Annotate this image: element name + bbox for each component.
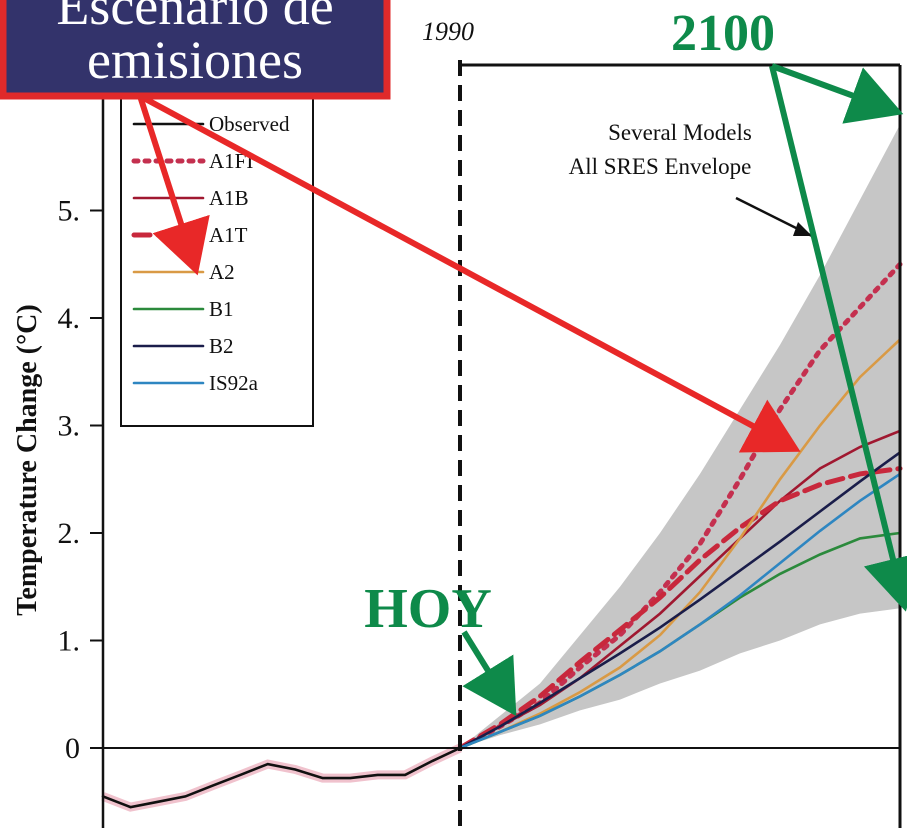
- envelope-pointer-head: [793, 222, 812, 236]
- observed-uncertainty-band: [101, 743, 462, 812]
- scenario-callout: Escenario de emisiones: [0, 0, 391, 100]
- series-line-a1b: [458, 429, 902, 750]
- envelope-caption-line2: All SRES Envelope: [569, 154, 752, 179]
- legend-label-a2: A2: [209, 260, 235, 284]
- legend-label-b2: B2: [209, 334, 234, 358]
- scenario-box: [0, 0, 391, 100]
- year-2100-label: 2100: [671, 5, 775, 62]
- year-1990-label: 1990: [422, 17, 474, 46]
- series-line-a1fi: [457, 261, 903, 751]
- legend-label-b1: B1: [209, 297, 234, 321]
- envelope-layer: [460, 124, 900, 748]
- scenario-arrow-to-curves: [138, 93, 801, 453]
- legend-label-a1t: A1T: [209, 223, 248, 247]
- y-tick-label-4: 4.: [58, 302, 81, 335]
- legend-label-is92a: IS92a: [209, 371, 259, 395]
- y-ticks: 0 1. 2. 3. 4. 5.: [58, 195, 103, 765]
- sres-envelope: [460, 124, 900, 748]
- hoy-label: HOY: [364, 578, 492, 640]
- hoy-arrow: [461, 630, 517, 717]
- series-line-observed: [101, 746, 462, 809]
- scenario-box-line2: emisiones: [87, 30, 303, 90]
- series-line-a1t: [457, 466, 903, 751]
- y-tick-label-1: 1.: [58, 625, 81, 658]
- series-line-b2: [458, 451, 902, 750]
- scenario-arrow-to-legend: [137, 95, 210, 276]
- y-tick-label-5: 5.: [58, 195, 81, 228]
- scenario-box-line1: Escenario de: [56, 0, 333, 36]
- y-tick-label-3: 3.: [58, 410, 81, 443]
- y-tick-label-2: 2.: [58, 517, 81, 550]
- y-axis-label: Temperature Change (°C): [12, 304, 43, 615]
- series-line-is92a: [458, 472, 902, 750]
- legend-label-observed: Observed: [209, 112, 290, 136]
- y-tick-label-0: 0: [65, 732, 80, 765]
- series-layer: [101, 261, 903, 812]
- year-2100-arrow-bottom: [769, 65, 907, 612]
- year-2100-arrow-top: [770, 63, 904, 124]
- envelope-caption-line1: Several Models: [608, 120, 752, 145]
- legend-label-a1b: A1B: [209, 186, 249, 210]
